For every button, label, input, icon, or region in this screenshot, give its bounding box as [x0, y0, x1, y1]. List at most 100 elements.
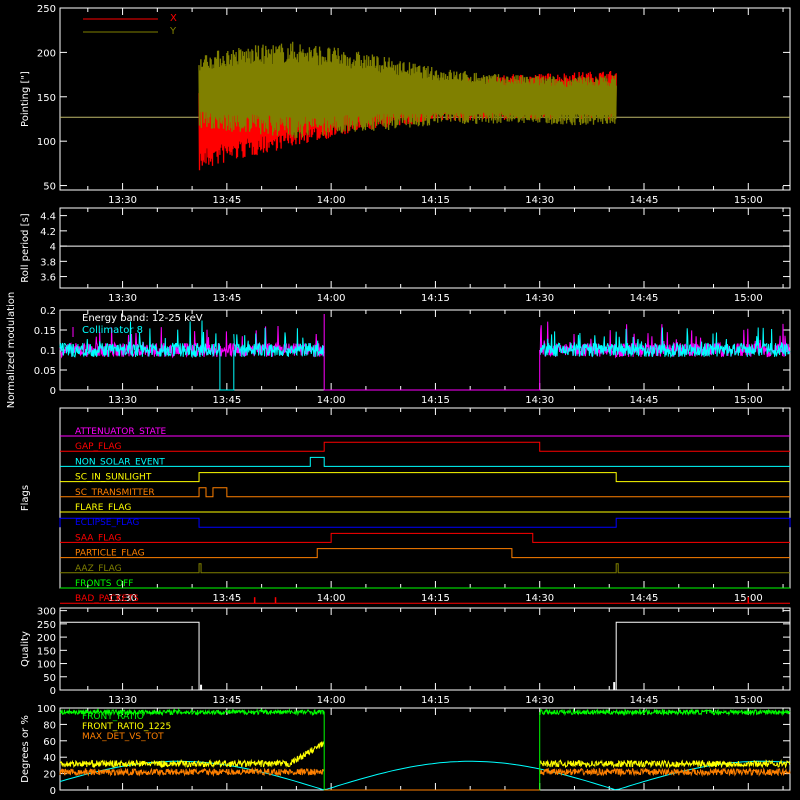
flag-line — [60, 563, 790, 574]
modulation-xtick-label: 14:30 — [525, 395, 554, 406]
ratios-series-front_ratio — [59, 707, 791, 717]
roll-xtick-label: 13:45 — [212, 293, 241, 304]
flag-label: SC_TRANSMITTER — [75, 488, 155, 498]
roll-ytick-label: 4 — [50, 242, 56, 253]
pointing-ytick-label: 150 — [37, 93, 56, 104]
flag-label: NON_SOLAR_EVENT — [75, 457, 165, 467]
flags-frame — [59, 407, 791, 589]
roll-xtick-label: 14:45 — [630, 293, 659, 304]
flag-label: FLARE_FLAG — [75, 503, 131, 513]
quality-ytick-label: 0 — [50, 686, 56, 697]
modulation-annotation: Energy band: 12-25 keV — [82, 313, 203, 324]
pointing-series-Y — [198, 41, 617, 139]
flag-label: SC_IN_SUNLIGHT — [75, 473, 152, 483]
ratios-frame — [59, 707, 791, 791]
modulation-ytick-label: 0 — [50, 386, 56, 397]
quality-xtick-label: 13:45 — [212, 695, 241, 706]
roll-ytick-label: 3.8 — [40, 257, 56, 268]
modulation-xtick-label: 14:00 — [317, 395, 346, 406]
pointing-ylabel: Pointing ["] — [20, 71, 31, 127]
pointing-legend-label: Y — [169, 26, 177, 37]
roll-xtick-label: 14:30 — [525, 293, 554, 304]
quality-xtick-label: 14:00 — [317, 695, 346, 706]
modulation-ytick-label: 0.15 — [34, 326, 56, 337]
flags-xtick-label: 13:30 — [108, 593, 137, 604]
roll-xtick-label: 14:15 — [421, 293, 450, 304]
quality-ytick-label: 50 — [43, 673, 56, 684]
quality-ytick-label: 200 — [37, 633, 56, 644]
ratios-ytick-label: 40 — [43, 753, 56, 764]
modulation-ytick-label: 0.2 — [40, 306, 56, 317]
pointing-frame — [59, 7, 791, 191]
roll-xtick-label: 13:30 — [108, 293, 137, 304]
flags-xtick-label: 13:45 — [212, 593, 241, 604]
flag-line — [60, 456, 790, 467]
modulation-xtick-label: 13:30 — [108, 395, 137, 406]
modulation-magenta-gap — [323, 314, 541, 391]
flags-ylabel: Flags — [20, 485, 31, 511]
modulation-ylabel: Normalized modulation — [6, 292, 17, 409]
pointing-xtick-label: 13:45 — [212, 195, 241, 206]
pointing-xtick-label: 13:30 — [108, 195, 137, 206]
flag-label: AAZ_FLAG — [75, 564, 122, 574]
roll-ytick-label: 3.6 — [40, 273, 56, 284]
pointing-xtick-label: 15:00 — [734, 195, 763, 206]
roll-ylabel: Roll period [s] — [20, 213, 31, 282]
modulation-xtick-label: 14:45 — [630, 395, 659, 406]
roll-xtick-label: 15:00 — [734, 293, 763, 304]
ratios-ytick-label: 20 — [43, 770, 56, 781]
flag-line — [60, 472, 790, 483]
modulation-xtick-label: 13:45 — [212, 395, 241, 406]
flag-line — [60, 532, 790, 543]
pointing-xtick-label: 14:00 — [317, 195, 346, 206]
modulation-xtick-label: 14:15 — [421, 395, 450, 406]
pointing-ytick-label: 50 — [43, 182, 56, 193]
quality-xtick-label: 14:15 — [421, 695, 450, 706]
modulation-ytick-label: 0.05 — [34, 366, 56, 377]
flags-xtick-label: 14:30 — [525, 593, 554, 604]
quality-xtick-label: 13:30 — [108, 695, 137, 706]
flag-line — [60, 487, 790, 498]
ratios-ytick-label: 0 — [50, 786, 56, 797]
ratios-ytick-label: 60 — [43, 737, 56, 748]
pointing-ytick-label: 100 — [37, 137, 56, 148]
pointing-xtick-label: 14:45 — [630, 195, 659, 206]
ratios-legend-label: MAX_DET_VS_TOT — [82, 732, 164, 742]
quality-ylabel: Quality — [20, 631, 31, 667]
quality-ytick-label: 300 — [37, 607, 56, 618]
pointing-legend-label: X — [170, 13, 177, 24]
quality-xtick-label: 14:45 — [630, 695, 659, 706]
ratios-legend-label: FRONT_RATIO_1225 — [82, 722, 171, 732]
pointing-ytick-label: 200 — [37, 48, 56, 59]
modulation-cyan-gap — [219, 350, 235, 391]
flag-label: BAD_PACKETS — [75, 594, 139, 604]
modulation-legend-label: Collimator 8 — [82, 325, 143, 336]
pointing-xtick-label: 14:15 — [421, 195, 450, 206]
roll-xtick-label: 14:00 — [317, 293, 346, 304]
ratios-ylabel: Degrees or % — [20, 715, 31, 783]
roll-ytick-label: 4.4 — [40, 212, 56, 223]
flag-label: SAA_FLAG — [75, 533, 121, 543]
flag-line — [59, 517, 791, 528]
quality-ytick-label: 150 — [37, 646, 56, 657]
ratios-series-front_ratio_1225 — [59, 740, 791, 769]
ratios-green-gap — [323, 712, 541, 791]
flag-label: ATTENUATOR_STATE — [75, 427, 167, 437]
flags-xtick-label: 14:15 — [421, 593, 450, 604]
flags-xtick-label: 14:45 — [630, 593, 659, 604]
flag-label: PARTICLE_FLAG — [75, 549, 145, 559]
flag-label: FRONTS_OFF — [75, 579, 133, 589]
flag-line — [60, 548, 790, 559]
modulation-ytick-label: 0.1 — [40, 346, 56, 357]
quality-frame — [59, 607, 791, 691]
ratios-series-max_det_vs_tot — [59, 766, 791, 778]
flag-label: ECLIPSE_FLAG — [75, 518, 139, 528]
ratios-ytick-label: 80 — [43, 720, 56, 731]
quality-ytick-label: 100 — [37, 660, 56, 671]
quality-ytick-label: 250 — [37, 620, 56, 631]
quality-series-line — [60, 621, 790, 691]
ratios-ytick-label: 100 — [37, 704, 56, 715]
flag-line — [60, 441, 790, 452]
flag-label: GAP_FLAG — [75, 442, 121, 452]
